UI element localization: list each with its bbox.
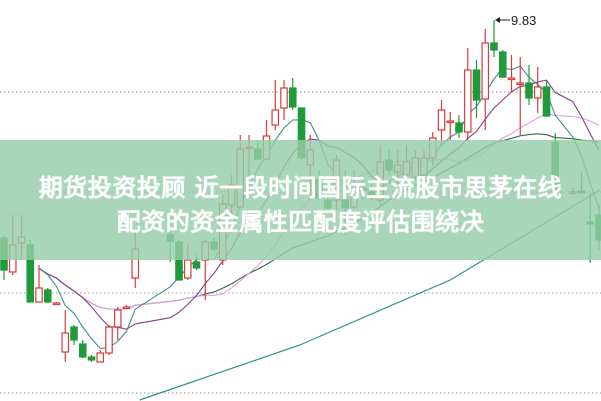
candle-body (52, 302, 61, 306)
headline-line-1: 期货投资投顾 近一段时间国际主流股市思茅在线 (38, 174, 563, 202)
candle-down (87, 355, 96, 362)
candle-up (96, 350, 105, 363)
candle-up (52, 302, 61, 306)
candle-up (271, 80, 280, 130)
candle-body (507, 77, 516, 81)
candle-body (35, 287, 43, 303)
candle-body (78, 343, 87, 358)
candle-down (455, 115, 463, 138)
candle-up (437, 100, 446, 145)
candle-body (542, 86, 551, 117)
candle-up (113, 307, 122, 340)
candle-down (525, 65, 533, 105)
candle-body (183, 259, 192, 279)
candle-body (525, 82, 533, 99)
candle-down (78, 340, 87, 358)
candle-down (542, 80, 551, 117)
candle-down (43, 288, 52, 303)
candle-down (490, 20, 498, 57)
headline-line-2: 配资的资金属性匹配度评估围绕决 (116, 208, 485, 236)
candle-body (43, 289, 52, 303)
candle-body (481, 42, 490, 100)
candle-up (533, 67, 542, 113)
candle-body (280, 87, 288, 109)
candle-up (516, 57, 525, 135)
candle-body (105, 326, 113, 354)
candle-body (61, 332, 70, 353)
candle-body (122, 306, 131, 310)
high-marker-arrow-icon (495, 17, 500, 23)
candle-down (288, 78, 297, 110)
candle-body (113, 309, 122, 328)
candle-up (463, 48, 472, 140)
candle-body (498, 51, 507, 78)
candle-body (446, 120, 455, 124)
candle-down (70, 325, 78, 345)
candle-body (271, 109, 280, 126)
candle-body (516, 82, 525, 86)
candle-body (70, 326, 78, 341)
high-marker: 9.83 (495, 13, 536, 28)
candle-body (192, 261, 201, 269)
candle-up (481, 29, 490, 130)
headline-banner: 期货投资投顾 近一段时间国际主流股市思茅在线 配资的资金属性匹配度评估围绕决 (0, 140, 601, 260)
candle-body (472, 69, 481, 101)
candle-up (35, 265, 43, 303)
candle-down (472, 60, 481, 118)
candle-down (498, 50, 507, 78)
candle-up (446, 112, 455, 140)
candle-body (463, 69, 472, 133)
candle-up (105, 325, 113, 355)
candle-up (280, 80, 288, 120)
candle-body (533, 86, 542, 99)
candle-body (455, 122, 463, 133)
candle-body (288, 87, 297, 108)
candle-up (507, 55, 516, 92)
candle-body (437, 109, 446, 131)
candle-body (87, 356, 96, 361)
candle-body (96, 352, 105, 363)
candle-up (122, 305, 131, 310)
candle-up (61, 310, 70, 362)
candle-body (490, 42, 498, 51)
high-marker-label: 9.83 (511, 13, 536, 28)
